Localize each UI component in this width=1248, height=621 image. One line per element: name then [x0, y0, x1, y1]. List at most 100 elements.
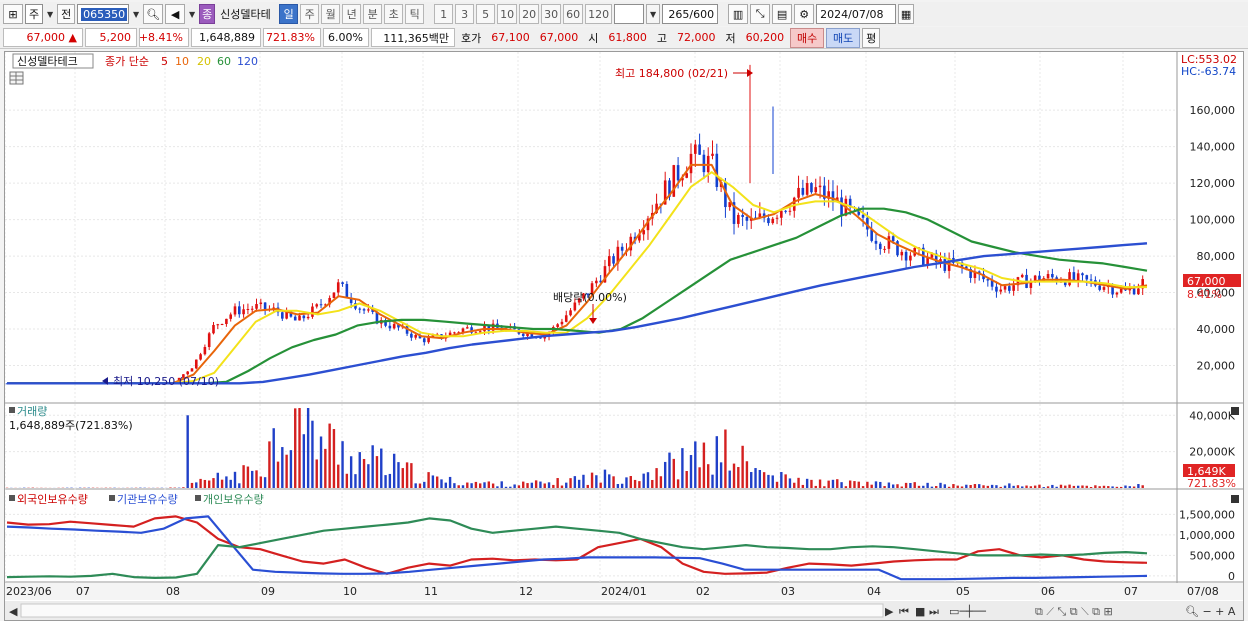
candle-body[interactable] — [246, 308, 250, 310]
volume-bar[interactable] — [423, 481, 426, 488]
candle-body[interactable] — [306, 316, 310, 319]
volume-bar[interactable] — [242, 465, 245, 488]
volume-bar[interactable] — [362, 458, 366, 488]
rewind-icon[interactable]: ⏮ — [899, 605, 909, 618]
scroll-left-icon[interactable]: ◀ — [9, 605, 18, 618]
volume-bar[interactable] — [466, 482, 469, 488]
volume-bar[interactable] — [922, 485, 925, 488]
holdings-close-icon[interactable] — [1231, 495, 1239, 503]
volume-bar[interactable] — [522, 481, 525, 488]
volume-bar[interactable] — [543, 483, 546, 488]
candle-body[interactable] — [478, 331, 482, 333]
interval-120[interactable]: 120 — [585, 4, 613, 24]
volume-bar[interactable] — [1008, 483, 1011, 488]
volume-bar[interactable] — [496, 486, 499, 488]
volume-bar[interactable] — [823, 486, 826, 488]
candle-body[interactable] — [556, 324, 559, 327]
scroll-track[interactable] — [20, 603, 884, 618]
volume-bar[interactable] — [861, 486, 865, 488]
scroll-right-icon[interactable]: ▶ — [885, 605, 894, 618]
volume-bar[interactable] — [870, 484, 873, 488]
buy-button[interactable]: 매수 — [790, 27, 825, 48]
volume-bar[interactable] — [995, 485, 998, 488]
candle-body[interactable] — [220, 323, 224, 325]
volume-bar[interactable] — [1012, 485, 1015, 488]
candle-body[interactable] — [771, 218, 775, 224]
volume-bar[interactable] — [620, 483, 624, 488]
volume-bar[interactable] — [797, 477, 800, 488]
volume-bar[interactable] — [328, 423, 331, 488]
volume-bar[interactable] — [1098, 486, 1101, 488]
candle-body[interactable] — [861, 214, 865, 218]
volume-bar[interactable] — [1046, 486, 1050, 488]
volume-bar[interactable] — [577, 479, 581, 488]
candle-body[interactable] — [672, 165, 676, 197]
volume-bar[interactable] — [319, 436, 323, 488]
candle-body[interactable] — [367, 309, 370, 311]
date-input[interactable]: 2024/07/08 — [816, 4, 897, 24]
zoom-slider-icon[interactable]: ▭─┼── — [949, 604, 986, 618]
volume-bar[interactable] — [1107, 486, 1110, 488]
volume-bar[interactable] — [633, 479, 637, 488]
volume-bar[interactable] — [762, 472, 766, 488]
candle-body[interactable] — [182, 374, 185, 378]
volume-bar[interactable] — [1021, 486, 1024, 488]
volume-bar[interactable] — [358, 452, 361, 488]
candle-body[interactable] — [1132, 288, 1136, 295]
volume-bar[interactable] — [565, 482, 568, 488]
volume-bar[interactable] — [836, 479, 839, 488]
volume-bar[interactable] — [1038, 484, 1041, 488]
volume-bar[interactable] — [659, 476, 663, 488]
volume-bar[interactable] — [904, 482, 908, 488]
volume-bar[interactable] — [848, 480, 852, 488]
volume-bar[interactable] — [263, 477, 267, 488]
candle-body[interactable] — [229, 314, 232, 319]
candle-body[interactable] — [384, 320, 387, 326]
volume-bar[interactable] — [534, 480, 538, 488]
volume-bar[interactable] — [388, 473, 392, 488]
volume-bar[interactable] — [732, 463, 736, 488]
volume-bar[interactable] — [1042, 487, 1045, 488]
volume-bar[interactable] — [405, 462, 409, 488]
candle-body[interactable] — [263, 302, 267, 310]
volume-bar[interactable] — [539, 481, 542, 488]
volume-bar[interactable] — [999, 486, 1002, 488]
volume-bar[interactable] — [818, 479, 822, 488]
volume-bar[interactable] — [332, 429, 336, 488]
interval-custom-input[interactable] — [614, 4, 645, 24]
volume-bar[interactable] — [827, 480, 830, 488]
volume-bar[interactable] — [930, 486, 934, 488]
candle-body[interactable] — [887, 236, 891, 249]
volume-bar[interactable] — [1068, 484, 1071, 488]
candle-body[interactable] — [724, 182, 727, 208]
candle-body[interactable] — [595, 280, 598, 284]
candle-body[interactable] — [939, 259, 942, 262]
volume-bar[interactable] — [487, 481, 491, 488]
volume-bar[interactable] — [349, 456, 353, 488]
volume-bar[interactable] — [401, 468, 404, 488]
volume-bar[interactable] — [590, 472, 594, 488]
candle-body[interactable] — [646, 218, 650, 231]
volume-bar[interactable] — [1064, 485, 1067, 488]
candle-body[interactable] — [900, 251, 904, 256]
volume-bar[interactable] — [315, 459, 318, 488]
volume-bar[interactable] — [702, 442, 706, 488]
volume-bar[interactable] — [663, 461, 667, 488]
volume-bar[interactable] — [969, 485, 972, 488]
candle-body[interactable] — [324, 304, 327, 306]
volume-bar[interactable] — [758, 469, 762, 488]
candle-body[interactable] — [1098, 285, 1101, 290]
volume-bar[interactable] — [1102, 485, 1106, 488]
volume-bar[interactable] — [259, 476, 263, 488]
volume-bar[interactable] — [917, 485, 921, 488]
market-select[interactable]: 주 — [25, 4, 44, 24]
volume-bar[interactable] — [939, 482, 942, 488]
volume-bar[interactable] — [926, 482, 929, 488]
volume-bar[interactable] — [203, 479, 207, 488]
candle-body[interactable] — [233, 306, 237, 315]
volume-bar[interactable] — [668, 452, 671, 488]
volume-bar[interactable] — [891, 484, 895, 488]
candle-body[interactable] — [410, 333, 413, 338]
volume-bar[interactable] — [479, 483, 482, 488]
candle-body[interactable] — [341, 282, 344, 284]
